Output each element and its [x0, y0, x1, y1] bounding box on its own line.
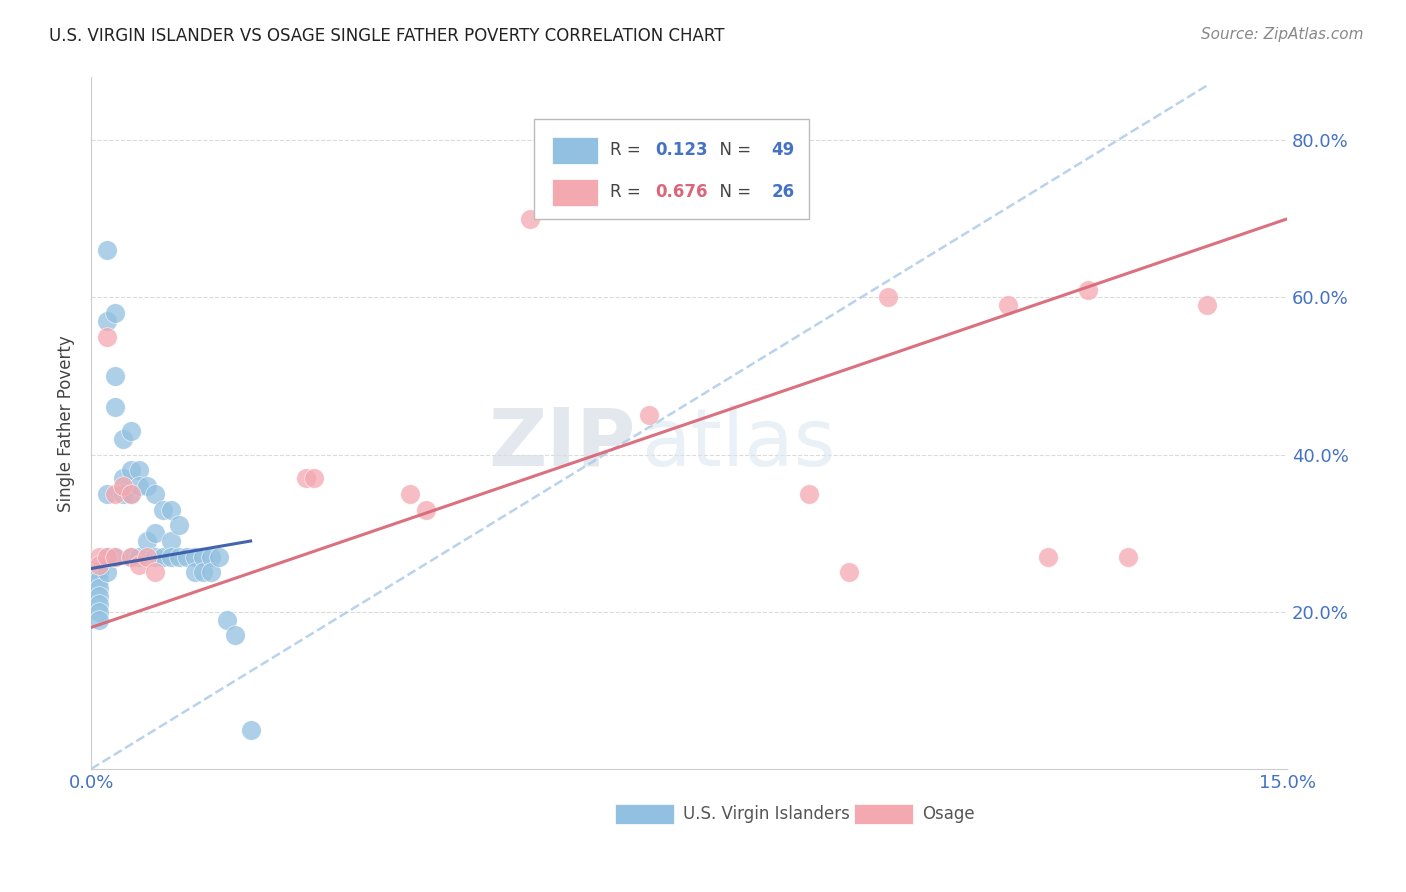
Point	[208, 549, 231, 564]
Point	[96, 549, 118, 564]
Point	[89, 549, 111, 564]
Point	[136, 479, 159, 493]
Point	[120, 424, 142, 438]
Point	[96, 487, 118, 501]
Point	[104, 487, 127, 501]
Point	[89, 597, 111, 611]
Point	[96, 549, 118, 564]
Point	[160, 534, 183, 549]
Point	[143, 566, 166, 580]
Point	[89, 589, 111, 603]
Point	[128, 558, 150, 572]
Point	[1077, 283, 1099, 297]
Point	[112, 471, 135, 485]
Point	[112, 487, 135, 501]
Point	[104, 306, 127, 320]
Text: N =: N =	[710, 142, 756, 160]
Point	[184, 566, 207, 580]
Point	[184, 549, 207, 564]
Point	[160, 549, 183, 564]
Point	[295, 471, 318, 485]
Point	[96, 329, 118, 343]
Text: R =: R =	[610, 142, 647, 160]
Point	[89, 605, 111, 619]
Text: 0.123: 0.123	[655, 142, 709, 160]
Point	[143, 526, 166, 541]
Point	[120, 549, 142, 564]
Text: atlas: atlas	[641, 405, 835, 483]
Point	[136, 549, 159, 564]
Point	[120, 549, 142, 564]
Point	[104, 549, 127, 564]
Point	[797, 487, 820, 501]
Point	[152, 549, 174, 564]
Point	[838, 566, 860, 580]
Point	[399, 487, 422, 501]
Point	[104, 401, 127, 415]
Point	[200, 566, 222, 580]
Point	[96, 314, 118, 328]
Text: U.S. VIRGIN ISLANDER VS OSAGE SINGLE FATHER POVERTY CORRELATION CHART: U.S. VIRGIN ISLANDER VS OSAGE SINGLE FAT…	[49, 27, 724, 45]
Point	[112, 479, 135, 493]
Point	[128, 463, 150, 477]
Point	[415, 502, 437, 516]
Point	[191, 549, 214, 564]
Point	[104, 549, 127, 564]
Point	[104, 369, 127, 384]
Point	[136, 534, 159, 549]
Point	[200, 549, 222, 564]
Point	[120, 487, 142, 501]
Point	[176, 549, 198, 564]
Point	[96, 566, 118, 580]
Point	[143, 549, 166, 564]
Point	[89, 574, 111, 588]
Point	[215, 613, 238, 627]
Text: 49: 49	[772, 142, 794, 160]
Text: ZIP: ZIP	[488, 405, 636, 483]
Point	[1036, 549, 1059, 564]
Text: U.S. Virgin Islanders: U.S. Virgin Islanders	[683, 805, 851, 822]
Point	[89, 613, 111, 627]
Text: 0.676: 0.676	[655, 184, 709, 202]
FancyBboxPatch shape	[614, 804, 673, 824]
Point	[160, 502, 183, 516]
Point	[167, 518, 190, 533]
FancyBboxPatch shape	[534, 119, 808, 219]
Point	[997, 298, 1019, 312]
FancyBboxPatch shape	[551, 136, 598, 164]
Y-axis label: Single Father Poverty: Single Father Poverty	[58, 334, 75, 511]
Point	[304, 471, 326, 485]
Point	[167, 549, 190, 564]
Point	[191, 566, 214, 580]
Text: N =: N =	[710, 184, 756, 202]
Point	[128, 549, 150, 564]
Point	[519, 211, 541, 226]
Point	[89, 566, 111, 580]
Point	[143, 487, 166, 501]
Point	[96, 244, 118, 258]
Point	[1197, 298, 1219, 312]
Text: Osage: Osage	[922, 805, 974, 822]
Point	[89, 581, 111, 595]
Point	[89, 558, 111, 572]
Point	[112, 432, 135, 446]
Point	[152, 502, 174, 516]
Point	[1116, 549, 1139, 564]
Text: R =: R =	[610, 184, 647, 202]
Point	[638, 409, 661, 423]
Text: 26: 26	[772, 184, 794, 202]
Point	[877, 290, 900, 304]
Point	[224, 628, 246, 642]
Point	[120, 463, 142, 477]
Point	[128, 479, 150, 493]
Point	[239, 723, 262, 737]
Point	[120, 487, 142, 501]
FancyBboxPatch shape	[551, 179, 598, 206]
Text: Source: ZipAtlas.com: Source: ZipAtlas.com	[1201, 27, 1364, 42]
FancyBboxPatch shape	[855, 804, 912, 824]
